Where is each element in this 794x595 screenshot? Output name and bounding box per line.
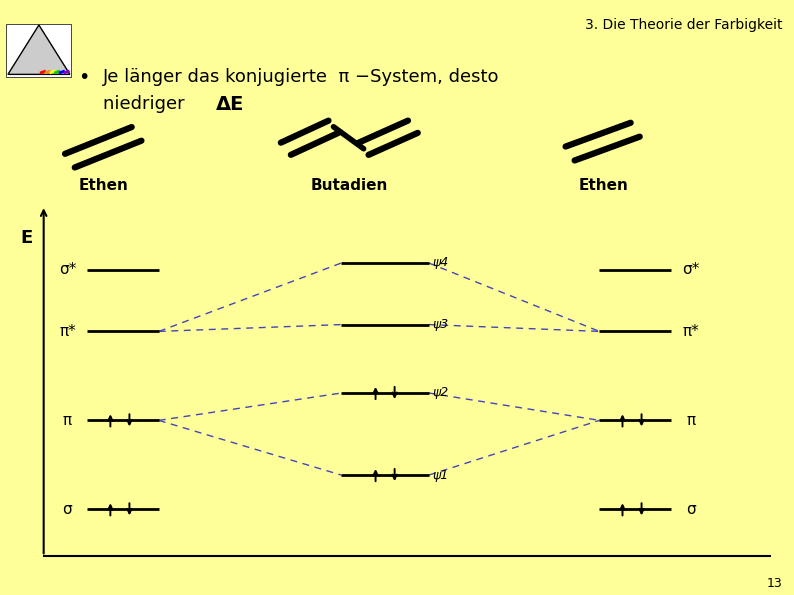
Text: ψ1: ψ1: [433, 469, 449, 481]
Text: 3. Die Theorie der Farbigkeit: 3. Die Theorie der Farbigkeit: [584, 18, 782, 32]
Text: Butadien: Butadien: [310, 178, 388, 193]
Text: ΔE: ΔE: [216, 95, 245, 114]
Polygon shape: [8, 25, 70, 74]
Text: ψ4: ψ4: [433, 256, 449, 270]
Text: ψ3: ψ3: [433, 318, 449, 331]
Text: E: E: [20, 229, 33, 247]
Text: σ: σ: [63, 502, 72, 517]
Text: Ethen: Ethen: [79, 178, 128, 193]
Text: σ*: σ*: [59, 262, 76, 277]
Text: π: π: [686, 413, 696, 428]
Bar: [6, 24, 71, 77]
Text: •: •: [78, 68, 89, 87]
Text: Ethen: Ethen: [579, 178, 628, 193]
Text: Je länger das konjugierte  π −System, desto: Je länger das konjugierte π −System, des…: [103, 68, 499, 86]
Text: π*: π*: [682, 324, 700, 339]
Text: π: π: [63, 413, 72, 428]
Text: π*: π*: [59, 324, 76, 339]
Text: niedriger: niedriger: [103, 95, 191, 113]
Text: 13: 13: [766, 577, 782, 590]
Text: ψ2: ψ2: [433, 387, 449, 399]
Text: σ: σ: [686, 502, 696, 517]
Text: σ*: σ*: [682, 262, 700, 277]
